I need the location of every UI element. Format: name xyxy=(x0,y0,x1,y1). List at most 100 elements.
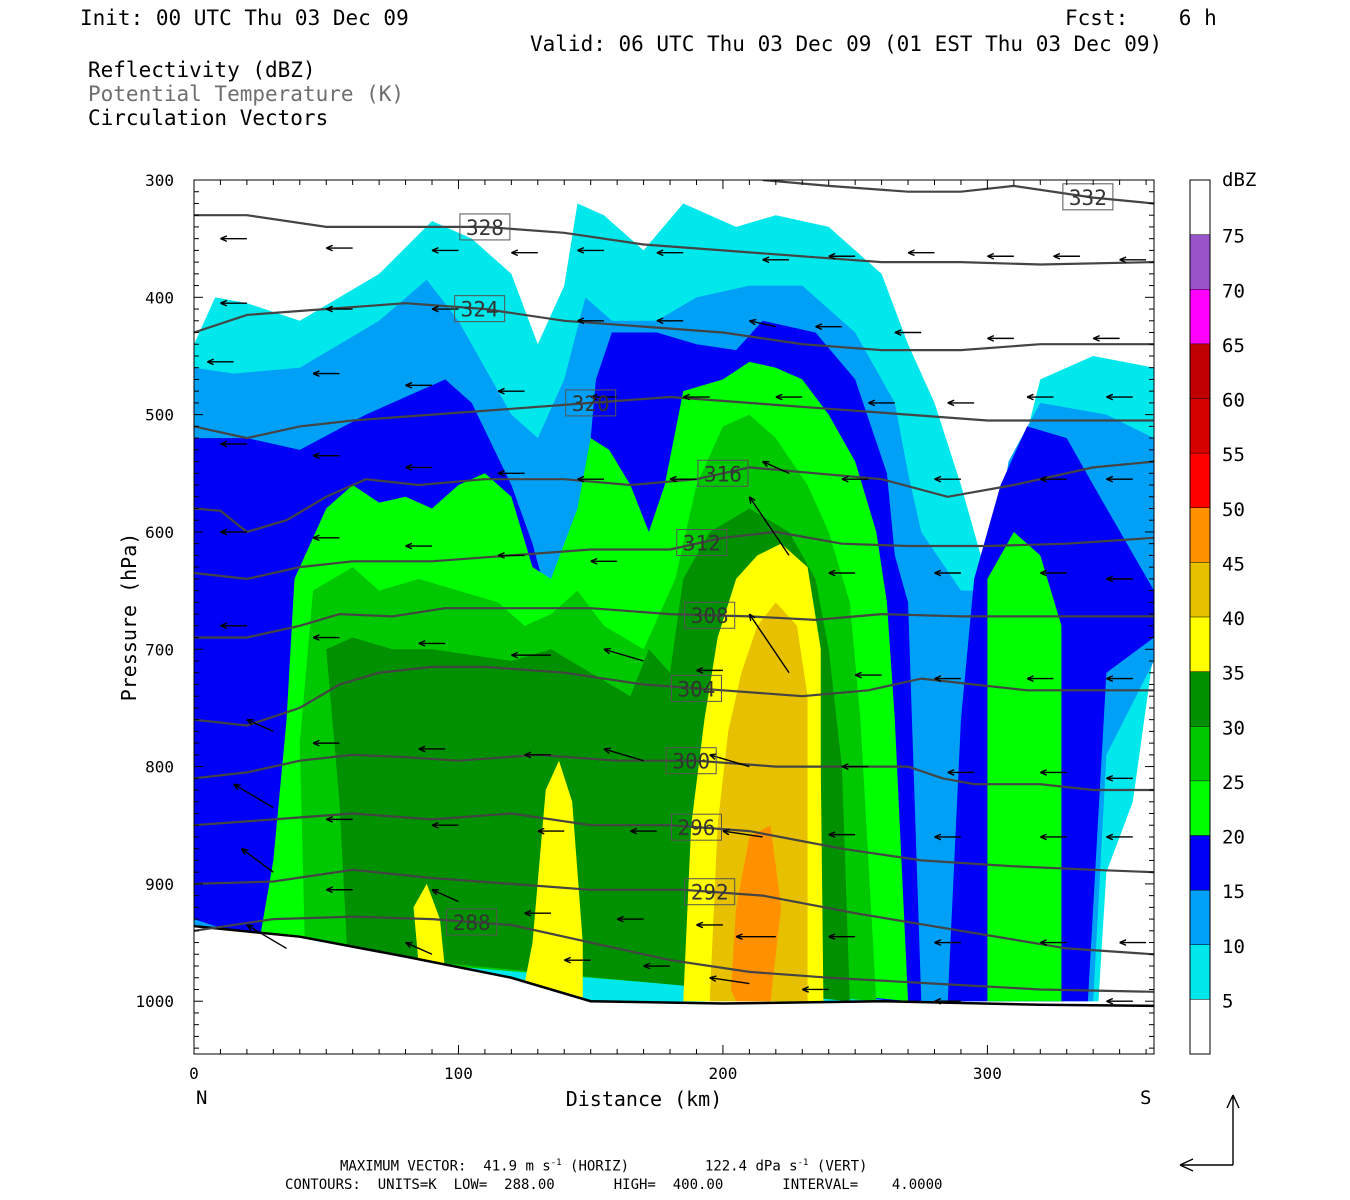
circulation-vector-90 xyxy=(696,921,723,929)
circulation-vector-48 xyxy=(590,557,618,565)
theta-label-box-332 xyxy=(1062,183,1114,211)
theta-label-324: 324 xyxy=(461,298,499,322)
circulation-vector-66 xyxy=(312,739,340,747)
theta-contour-332 xyxy=(762,180,1154,205)
theta-label-292: 292 xyxy=(691,881,729,905)
colorbar-swatch-12 xyxy=(1190,343,1210,399)
circulation-vector-23 xyxy=(312,370,340,377)
circulation-vectors xyxy=(206,235,1147,1005)
circulation-vector-45 xyxy=(312,534,340,542)
circulation-vector-58 xyxy=(603,647,644,662)
circulation-vector-87 xyxy=(431,889,459,903)
circulation-vector-0 xyxy=(220,235,247,243)
circulation-vector-7 xyxy=(828,252,856,260)
circulation-vector-24 xyxy=(405,381,433,389)
circulation-vector-82 xyxy=(934,833,961,841)
theta-contour-316 xyxy=(194,460,1154,534)
circulation-vector-26 xyxy=(590,393,618,401)
reference-vector-horizontal xyxy=(1179,1158,1233,1172)
plot-frame xyxy=(193,179,1155,1055)
circulation-vector-84 xyxy=(1106,833,1133,841)
theta-contour-292 xyxy=(194,868,1154,956)
theta-label-box-296 xyxy=(670,813,722,841)
theta-contour-288 xyxy=(194,915,1154,993)
circulation-vector-29 xyxy=(868,399,895,407)
terrain-fill xyxy=(194,926,1154,1054)
x-tick-label-100: 100 xyxy=(444,1064,473,1083)
circulation-vector-53 xyxy=(1106,575,1133,583)
theta-label-308: 308 xyxy=(691,604,729,628)
circulation-vector-14 xyxy=(431,305,459,313)
theta-label-box-304 xyxy=(670,674,722,702)
x-axis-label: Distance (km) xyxy=(566,1087,723,1111)
colorbar-label-20: 20 xyxy=(1222,827,1245,849)
circulation-vector-44 xyxy=(220,528,247,536)
colorbar-swatch-13 xyxy=(1190,289,1210,344)
circulation-vector-61 xyxy=(854,671,882,679)
circulation-vector-93 xyxy=(934,939,961,946)
circulation-vector-46 xyxy=(405,542,433,550)
theta-contour-312 xyxy=(194,530,1154,581)
circulation-vector-74 xyxy=(1106,774,1133,782)
colorbar-label-40: 40 xyxy=(1222,608,1245,630)
colorbar-swatch-3 xyxy=(1190,835,1210,891)
circulation-vector-102 xyxy=(934,997,961,1005)
colorbar-label-15: 15 xyxy=(1222,881,1245,903)
circulation-vector-92 xyxy=(828,933,856,941)
circulation-vector-27 xyxy=(682,393,710,401)
circulation-vector-91 xyxy=(735,933,776,941)
theta-contour-324 xyxy=(194,302,1154,352)
circulation-vector-12 xyxy=(220,299,247,307)
circulation-vector-3 xyxy=(511,249,538,257)
reflectivity-region-40dbz-11 xyxy=(709,602,808,1002)
circulation-vector-77 xyxy=(431,821,459,829)
y-tick-label-800: 800 xyxy=(145,758,174,777)
y-tick-label-400: 400 xyxy=(145,288,174,307)
y-tick-label-600: 600 xyxy=(145,523,174,542)
colorbar-label-30: 30 xyxy=(1222,717,1245,739)
theta-label-316: 316 xyxy=(704,462,742,486)
circulation-vector-83 xyxy=(1040,833,1067,841)
circulation-vector-37 xyxy=(577,475,604,483)
circulation-vector-89 xyxy=(616,915,644,923)
circulation-vector-38 xyxy=(669,475,697,483)
theta-label-288: 288 xyxy=(453,911,491,935)
circulation-vector-9 xyxy=(987,252,1014,260)
circulation-vector-6 xyxy=(762,256,790,264)
colorbar-label-65: 65 xyxy=(1222,335,1245,357)
circulation-vector-88 xyxy=(524,909,552,917)
circulation-vector-59 xyxy=(696,667,723,674)
theta-label-312: 312 xyxy=(683,532,721,556)
circulation-vector-95 xyxy=(1119,939,1147,946)
colorbar-label-35: 35 xyxy=(1222,663,1245,685)
theta-label-box-324 xyxy=(454,295,506,323)
max-vector-vert: 122.4 dPa s xyxy=(704,1158,798,1175)
circulation-vector-35 xyxy=(405,464,433,471)
circulation-vector-54 xyxy=(220,622,247,630)
circulation-vector-40 xyxy=(841,475,869,483)
reflectivity-region-45dbz-12 xyxy=(730,825,782,1002)
circulation-vector-31 xyxy=(1026,393,1054,401)
theta-contour-308 xyxy=(194,607,1154,639)
circulation-vector-16 xyxy=(656,317,684,325)
y-axis-label: Pressure (hPa) xyxy=(117,533,141,702)
colorbar-swatch-10 xyxy=(1190,453,1210,508)
colorbar-swatch-7 xyxy=(1190,617,1210,672)
colorbar-unit: dBZ xyxy=(1222,169,1256,191)
circulation-vector-63 xyxy=(1026,675,1054,682)
y-tick-label-300: 300 xyxy=(145,171,174,190)
circulation-vector-28 xyxy=(775,393,803,401)
theta-contour-320 xyxy=(194,395,1154,440)
circulation-vector-81 xyxy=(828,831,856,838)
circulation-vector-100 xyxy=(709,975,750,985)
circulation-vector-49 xyxy=(748,496,790,556)
colorbar-swatch-8 xyxy=(1190,562,1210,617)
circulation-vector-73 xyxy=(1040,769,1067,776)
circulation-vector-2 xyxy=(431,247,459,254)
circulation-vector-39 xyxy=(762,460,790,474)
circulation-vector-80 xyxy=(722,828,763,838)
circulation-vector-75 xyxy=(233,783,274,809)
circulation-vector-1 xyxy=(325,244,353,252)
y-tick-label-900: 900 xyxy=(145,875,174,894)
